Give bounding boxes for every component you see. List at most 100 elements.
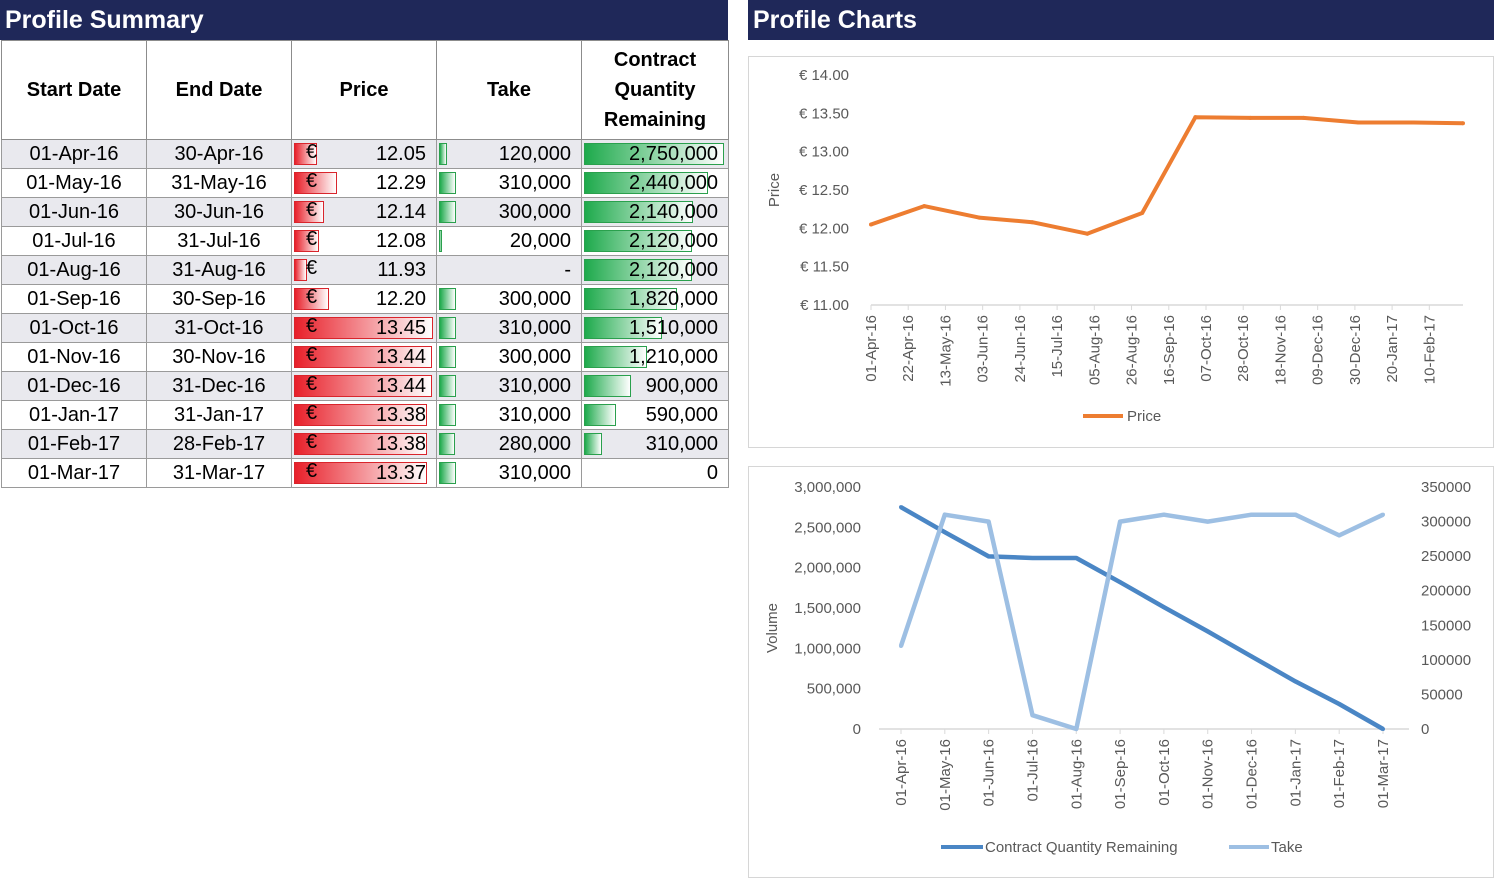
take-data-point <box>1205 519 1210 524</box>
cqr-data-bar <box>584 230 693 252</box>
x-tick-label: 01-Dec-16 <box>1244 739 1261 809</box>
price-data-bar <box>294 259 307 281</box>
cell-take: 300,000 <box>436 284 582 314</box>
header-cqr-line-1: Contract <box>613 49 697 71</box>
take-data-point <box>986 519 991 524</box>
price-text: 13.44 <box>375 345 426 368</box>
table-row: 01-Jan-17 31-Jan-17 €13.38 310,000 590,000 <box>1 400 729 430</box>
cell-price: €13.44 <box>291 342 437 372</box>
cqr-data-bar <box>584 201 694 223</box>
cell-take: 310,000 <box>436 400 582 430</box>
start-date-text: 01-Jan-17 <box>28 403 120 426</box>
table-row: 01-Jul-16 31-Jul-16 €12.08 20,000 2,120,000 <box>1 226 729 256</box>
price-text: 13.45 <box>375 316 426 339</box>
x-tick-label: 01-Jul-16 <box>1024 739 1041 802</box>
cqr-data-bar <box>584 433 602 455</box>
euro-symbol: € <box>306 199 318 221</box>
price-data-point <box>1193 115 1198 120</box>
cell-start-date: 01-Apr-16 <box>1 139 147 169</box>
price-data-point <box>1301 115 1306 120</box>
take-text: 300,000 <box>498 345 571 368</box>
y-left-tick-label: 1,000,000 <box>794 640 861 657</box>
euro-symbol: € <box>306 431 318 453</box>
end-date-text: 30-Sep-16 <box>172 287 266 310</box>
take-data-point <box>1030 713 1035 718</box>
cell-contract-quantity-remaining: 590,000 <box>581 400 729 430</box>
cell-contract-quantity-remaining: 0 <box>581 458 729 488</box>
price-data-point <box>1461 121 1465 126</box>
header-end-date: End Date <box>146 40 292 140</box>
table-row: 01-Oct-16 31-Oct-16 €13.45 310,000 1,510,000 <box>1 313 729 343</box>
take-data-bar <box>439 375 457 397</box>
euro-symbol: € <box>306 344 318 366</box>
price-data-point <box>1030 220 1035 225</box>
price-text: 12.14 <box>375 200 426 223</box>
price-text: 12.29 <box>375 171 426 194</box>
price-text: 12.05 <box>375 142 426 165</box>
cqr-data-point <box>1161 605 1166 610</box>
x-tick-label: 01-Feb-17 <box>1331 739 1348 808</box>
take-data-bar <box>439 346 456 368</box>
x-tick-label: 16-Sep-16 <box>1161 315 1178 385</box>
cqr-data-bar <box>584 375 632 397</box>
price-data-point <box>977 215 982 220</box>
cell-price: €13.38 <box>291 429 437 459</box>
y-right-tick-label: 100000 <box>1421 652 1471 669</box>
take-data-bar <box>439 201 456 223</box>
take-text: 310,000 <box>498 316 571 339</box>
start-date-text: 01-Jun-16 <box>28 200 120 223</box>
cqr-data-point <box>1074 555 1079 560</box>
cell-contract-quantity-remaining: 1,210,000 <box>581 342 729 372</box>
x-tick-label: 01-Sep-16 <box>1112 739 1129 809</box>
profile-charts-title: Profile Charts <box>748 0 1494 40</box>
cell-price: €11.93 <box>291 255 437 285</box>
take-data-point <box>1249 512 1254 517</box>
y-tick-label: € 13.00 <box>799 144 849 161</box>
euro-symbol: € <box>306 228 318 250</box>
y-right-tick-label: 0 <box>1421 721 1429 738</box>
cell-contract-quantity-remaining: 2,750,000 <box>581 139 729 169</box>
cqr-text: 590,000 <box>645 403 718 426</box>
price-data-bar <box>294 346 433 368</box>
cqr-text: 1,210,000 <box>629 345 718 368</box>
cell-contract-quantity-remaining: 2,440,000 <box>581 168 729 198</box>
cell-price: €12.20 <box>291 284 437 314</box>
cell-start-date: 01-Aug-16 <box>1 255 147 285</box>
euro-symbol: € <box>306 402 318 424</box>
x-tick-label: 09-Dec-16 <box>1310 315 1327 385</box>
cell-take: 120,000 <box>436 139 582 169</box>
start-date-text: 01-Aug-16 <box>27 258 121 281</box>
cqr-data-point <box>1118 580 1123 585</box>
table-header-row: Start Date End Date Price Take Contract … <box>1 40 729 140</box>
table-row: 01-Apr-16 30-Apr-16 €12.05 120,000 2,750,000 <box>1 139 729 169</box>
x-tick-label: 03-Jun-16 <box>975 315 992 383</box>
volume-chart-svg: 0 500,000 1,000,000 1,500,000 2,000,000 2,500… <box>764 479 1471 856</box>
cell-price: €13.37 <box>291 458 437 488</box>
end-date-text: 30-Apr-16 <box>174 142 264 165</box>
cqr-text: 2,140,000 <box>629 200 718 223</box>
take-text: 310,000 <box>498 403 571 426</box>
y-tick-label: € 12.50 <box>799 182 849 199</box>
table-row: 01-Nov-16 30-Nov-16 €13.44 300,000 1,210,000 <box>1 342 729 372</box>
x-tick-label: 28-Oct-16 <box>1235 315 1252 382</box>
price-data-point <box>1248 115 1253 120</box>
table-row: 01-Jun-16 30-Jun-16 €12.14 300,000 2,140,000 <box>1 197 729 227</box>
cell-end-date: 31-Aug-16 <box>146 255 292 285</box>
euro-symbol: € <box>306 257 318 279</box>
start-date-text: 01-Nov-16 <box>27 345 121 368</box>
cqr-data-point <box>899 505 903 510</box>
cqr-series-line <box>899 505 1385 731</box>
take-text: 300,000 <box>498 287 571 310</box>
take-text: - <box>564 258 571 281</box>
start-date-text: 01-Mar-17 <box>27 461 121 484</box>
table-body: 01-Apr-16 30-Apr-16 €12.05 120,000 2,750,000… <box>1 139 729 488</box>
cqr-data-bar <box>584 143 724 165</box>
take-text: 280,000 <box>498 432 571 455</box>
price-data-point <box>1411 120 1416 125</box>
take-text: 310,000 <box>498 171 571 194</box>
cqr-data-bar <box>584 404 616 426</box>
cell-start-date: 01-Feb-17 <box>1 429 147 459</box>
volume-chart: 0 500,000 1,000,000 1,500,000 2,000,000 2,500… <box>748 466 1494 878</box>
cqr-data-bar <box>584 259 693 281</box>
take-data-bar <box>439 404 457 426</box>
